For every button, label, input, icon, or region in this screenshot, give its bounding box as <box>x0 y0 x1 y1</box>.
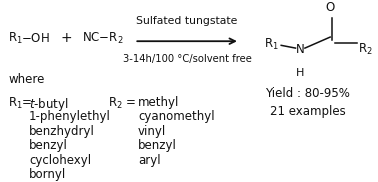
Text: R$_1$: R$_1$ <box>8 31 23 46</box>
Text: $-$OH: $-$OH <box>22 32 50 45</box>
Text: vinyl: vinyl <box>138 124 166 138</box>
Text: benzhydryl: benzhydryl <box>29 124 95 138</box>
Text: Yield : 80-95%: Yield : 80-95% <box>265 87 350 100</box>
Text: cyclohexyl: cyclohexyl <box>29 153 91 167</box>
Text: H: H <box>296 68 304 78</box>
Text: benzyl: benzyl <box>138 139 177 152</box>
Text: NC$-$R$_2$: NC$-$R$_2$ <box>82 31 123 46</box>
Text: +: + <box>61 31 73 46</box>
Text: bornyl: bornyl <box>29 168 66 181</box>
Text: R$_1$=: R$_1$= <box>8 96 33 111</box>
Text: 1-phenylethyl: 1-phenylethyl <box>29 110 111 123</box>
Text: aryl: aryl <box>138 153 161 167</box>
Text: O: O <box>325 1 335 14</box>
Text: R$_2$ =: R$_2$ = <box>108 96 136 111</box>
Text: $t$-butyl: $t$-butyl <box>29 96 68 113</box>
Text: R$_2$: R$_2$ <box>358 42 373 57</box>
Text: benzyl: benzyl <box>29 139 68 152</box>
Text: 3-14h/100 °C/solvent free: 3-14h/100 °C/solvent free <box>122 54 251 64</box>
Text: methyl: methyl <box>138 96 180 109</box>
Text: Sulfated tungstate: Sulfated tungstate <box>136 16 238 26</box>
Text: cyanomethyl: cyanomethyl <box>138 110 215 123</box>
Text: R$_1$: R$_1$ <box>264 36 279 52</box>
Text: 21 examples: 21 examples <box>270 105 345 118</box>
Text: where: where <box>8 73 45 86</box>
Text: N: N <box>296 43 304 56</box>
